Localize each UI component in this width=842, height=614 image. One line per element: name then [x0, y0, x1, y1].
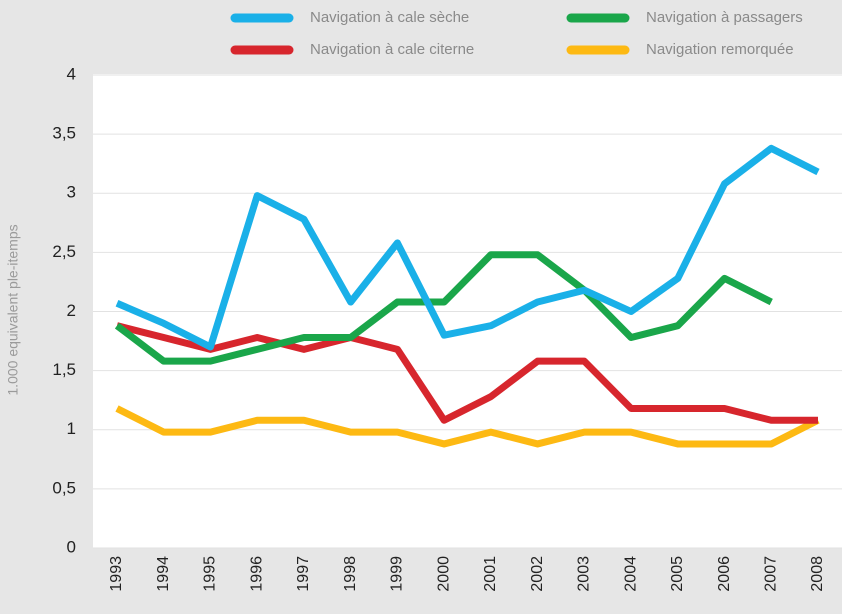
legend-label: Navigation remorquée [646, 41, 794, 58]
y-tick-label: 3 [67, 183, 76, 202]
series-line [115, 405, 820, 448]
y-tick-label: 4 [67, 64, 76, 83]
y-axis-label: 1.000 equivalent ple-itemps [5, 224, 21, 395]
x-tick-label: 1998 [342, 556, 359, 592]
x-tick-label: 2004 [622, 556, 639, 592]
x-tick-label: 1994 [155, 556, 172, 592]
x-tick-label: 1996 [248, 556, 265, 592]
x-tick-label: 1993 [108, 556, 125, 592]
y-tick-label: 2 [67, 301, 76, 320]
y-tick-label: 0 [67, 537, 76, 556]
y-tick-label: 1,5 [52, 360, 76, 379]
x-tick-label: 1995 [202, 556, 219, 592]
y-tick-label: 3,5 [52, 124, 76, 143]
x-tick-label: 2003 [576, 556, 593, 592]
x-tick-label: 2005 [669, 556, 686, 592]
x-tick-label: 2002 [529, 556, 546, 592]
x-tick-label: 2000 [435, 556, 452, 592]
x-tick-label: 2001 [482, 556, 499, 592]
y-tick-label: 1 [67, 419, 76, 438]
x-tick-label: 2008 [809, 556, 826, 592]
x-tick-label: 2007 [762, 556, 779, 592]
legend-label: Navigation à cale citerne [310, 41, 474, 58]
series-line [115, 144, 820, 351]
x-tick-label: 2006 [716, 556, 733, 592]
x-tick-label: 1999 [389, 556, 406, 592]
legend-label: Navigation à passagers [646, 9, 803, 26]
x-tick-label: 1997 [295, 556, 312, 592]
series-line [116, 322, 818, 424]
series-line [114, 251, 773, 365]
y-tick-label: 0,5 [52, 478, 76, 497]
legend-label: Navigation à cale sèche [310, 9, 469, 26]
y-tick-label: 2,5 [52, 242, 76, 261]
